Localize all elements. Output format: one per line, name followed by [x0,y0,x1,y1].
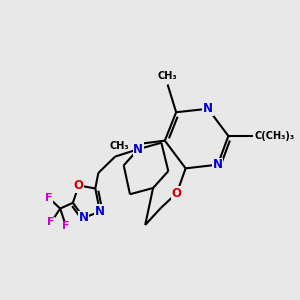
Text: O: O [172,187,182,200]
Text: N: N [203,102,213,115]
Text: F: F [47,218,55,227]
Text: N: N [95,205,105,218]
Text: CH₃: CH₃ [110,141,130,151]
Text: F: F [45,193,52,203]
Text: N: N [213,158,223,171]
Text: N: N [79,211,89,224]
Text: N: N [133,143,143,156]
Text: CH₃: CH₃ [158,71,177,81]
Text: F: F [62,221,70,231]
Text: O: O [74,179,84,192]
Text: C(CH₃)₃: C(CH₃)₃ [254,131,294,141]
